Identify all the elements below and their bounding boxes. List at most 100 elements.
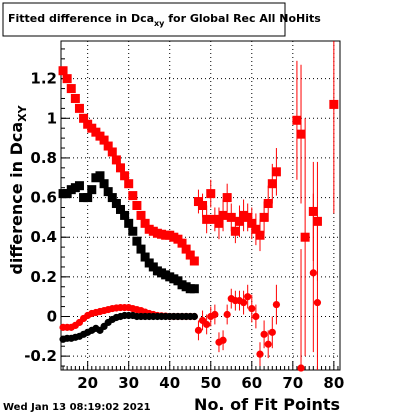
data-point-square bbox=[87, 185, 97, 195]
data-point-square bbox=[62, 74, 72, 84]
title-box bbox=[2, 2, 286, 37]
data-point-square bbox=[74, 103, 84, 113]
data-point-square bbox=[107, 193, 117, 203]
data-point-square bbox=[66, 84, 76, 94]
data-layer bbox=[58, 41, 339, 372]
data-point-square bbox=[140, 252, 150, 262]
data-point-circle bbox=[239, 299, 248, 307]
plot-frame bbox=[60, 40, 341, 371]
data-point-circle bbox=[256, 350, 264, 358]
data-point-square bbox=[111, 155, 121, 165]
timestamp: Wed Jan 13 08:19:02 2021 bbox=[3, 402, 151, 413]
data-point-circle bbox=[264, 340, 272, 348]
data-point-square bbox=[259, 212, 269, 222]
data-point-circle bbox=[272, 300, 281, 309]
data-point-square bbox=[312, 216, 322, 226]
data-point-square bbox=[255, 230, 265, 240]
chart-title-subscript: xy bbox=[154, 19, 165, 28]
y-tick-label: 1 bbox=[47, 109, 57, 127]
y-axis-title: difference in DcaXY bbox=[7, 104, 29, 274]
data-point-square bbox=[177, 238, 187, 248]
data-point-square bbox=[58, 66, 68, 76]
y-tick-label: 0.4 bbox=[30, 228, 57, 246]
data-point-circle bbox=[190, 312, 198, 321]
y-tick-label: 0.8 bbox=[30, 149, 57, 167]
data-point-square bbox=[234, 216, 244, 226]
data-point-square bbox=[120, 171, 130, 181]
y-tick-label: -0.2 bbox=[24, 347, 57, 365]
data-point-square bbox=[74, 181, 84, 191]
data-point-square bbox=[243, 212, 253, 222]
data-point-circle bbox=[211, 310, 219, 319]
data-point-square bbox=[99, 135, 109, 145]
y-tick-label: 0 bbox=[47, 307, 57, 325]
data-point-square bbox=[70, 93, 80, 103]
data-point-square bbox=[267, 179, 277, 189]
data-point-square bbox=[132, 236, 142, 246]
data-point-square bbox=[296, 129, 306, 139]
data-point-circle bbox=[244, 293, 252, 301]
data-point-circle bbox=[313, 299, 322, 307]
x-tick-label: 50 bbox=[200, 374, 221, 392]
x-tick-label: 70 bbox=[282, 374, 303, 392]
y-axis-title-main: difference in Dca bbox=[7, 122, 26, 275]
data-point-square bbox=[329, 99, 339, 109]
data-point-square bbox=[111, 199, 121, 209]
data-point-circle bbox=[260, 330, 268, 338]
data-point-square bbox=[263, 199, 273, 209]
chart-title-rest: for Global Rec All NoHits bbox=[164, 12, 321, 25]
chart-title-main: Fitted difference in Dca bbox=[8, 12, 154, 25]
data-point-square bbox=[128, 191, 138, 201]
data-point-square bbox=[120, 210, 130, 220]
data-point-square bbox=[124, 179, 134, 189]
data-point-square bbox=[189, 256, 199, 266]
data-point-square bbox=[214, 218, 224, 228]
data-point-circle bbox=[194, 326, 203, 334]
data-point-square bbox=[136, 210, 146, 220]
data-point-square bbox=[189, 284, 199, 294]
data-point-circle bbox=[297, 364, 305, 372]
x-tick-label: 80 bbox=[323, 374, 344, 392]
data-point-square bbox=[271, 167, 281, 177]
data-point-circle bbox=[203, 320, 211, 329]
axis-layer: 20 30 40 50 60 70 80 -0.2 0 0.2 0.4 0.6 0.8 1 1.2 bbox=[24, 48, 344, 392]
series-1 bbox=[58, 171, 199, 294]
data-point-square bbox=[202, 214, 212, 224]
data-point-square bbox=[107, 147, 117, 157]
data-point-square bbox=[103, 187, 113, 197]
x-tick-label: 30 bbox=[118, 374, 139, 392]
x-tick-label: 40 bbox=[159, 374, 180, 392]
data-point-square bbox=[79, 113, 89, 123]
data-point-circle bbox=[309, 269, 317, 277]
data-point-circle bbox=[268, 328, 276, 336]
x-tick-label: 60 bbox=[241, 374, 262, 392]
data-point-square bbox=[181, 244, 191, 254]
data-point-square bbox=[103, 141, 113, 151]
x-axis-title: No. of Fit Points bbox=[194, 395, 340, 414]
y-tick-label: 0.2 bbox=[30, 268, 57, 286]
series-3 bbox=[59, 311, 198, 343]
data-point-square bbox=[185, 250, 195, 260]
data-point-square bbox=[128, 226, 138, 236]
data-point-square bbox=[140, 218, 150, 228]
data-point-square bbox=[115, 163, 125, 173]
data-point-square bbox=[115, 204, 125, 214]
data-point-square bbox=[226, 212, 236, 222]
data-point-circle bbox=[252, 312, 260, 321]
y-tick-label: 0.6 bbox=[30, 189, 57, 207]
data-point-square bbox=[124, 218, 134, 228]
chart-title: Fitted difference in Dcaxy for Global Re… bbox=[8, 12, 321, 28]
data-point-square bbox=[83, 193, 93, 203]
data-point-square bbox=[247, 218, 257, 228]
data-point-square bbox=[251, 224, 261, 234]
data-point-square bbox=[230, 226, 240, 236]
data-point-square bbox=[218, 210, 228, 220]
data-point-square bbox=[206, 189, 216, 199]
data-point-square bbox=[222, 193, 232, 203]
data-point-square bbox=[132, 201, 142, 210]
data-point-square bbox=[198, 201, 208, 210]
y-tick-label: 1.2 bbox=[30, 70, 57, 88]
x-tick-label: 20 bbox=[77, 374, 98, 392]
data-point-square bbox=[95, 171, 105, 181]
